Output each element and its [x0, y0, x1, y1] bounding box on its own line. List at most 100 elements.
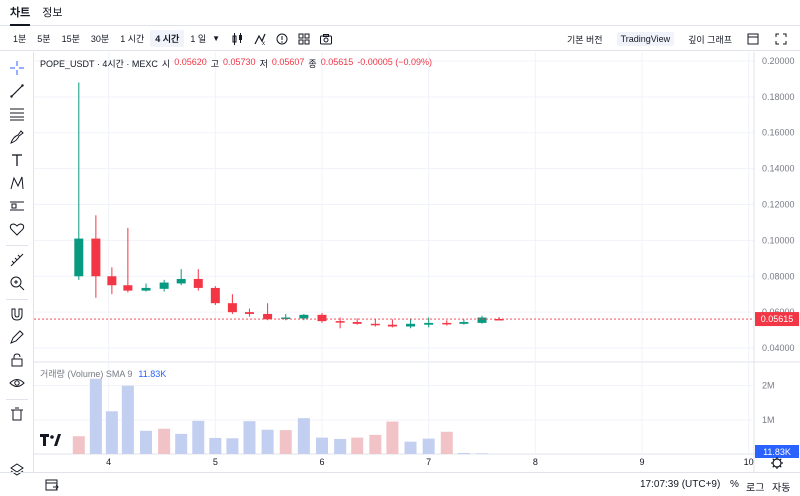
- view-depth[interactable]: 깊이 그래프: [688, 34, 732, 45]
- candle-body: [193, 278, 203, 288]
- volume-bar: [226, 438, 239, 454]
- tab-chart[interactable]: 차트: [10, 0, 31, 26]
- tab-info[interactable]: 정보: [42, 6, 63, 19]
- time-tick-label: 7: [426, 457, 431, 467]
- timeframe-4h[interactable]: 4 시간: [150, 30, 185, 47]
- zoom-in-icon[interactable]: [7, 273, 27, 293]
- layout-icon[interactable]: [294, 30, 314, 48]
- timeframe-15m[interactable]: 15분: [61, 34, 80, 44]
- eye-icon[interactable]: [7, 373, 27, 393]
- gear-tooth: [772, 458, 775, 461]
- time-tick-label: 4: [106, 457, 111, 467]
- candle-body: [370, 323, 380, 326]
- volume-bar: [243, 421, 256, 454]
- trend-line-icon[interactable]: [7, 81, 27, 101]
- alert-icon[interactable]: [272, 30, 292, 48]
- volume-tick-label: 2M: [762, 381, 775, 391]
- volume-bar: [279, 430, 292, 454]
- candle-body: [159, 282, 169, 289]
- change-value: -0.00005 (−0.09%): [357, 57, 433, 67]
- price-tick-label: 0.18000: [762, 92, 795, 102]
- volume-value: 11.83K: [138, 369, 167, 379]
- indicators-icon[interactable]: x: [250, 30, 270, 48]
- tradingview-logo-icon[interactable]: [40, 432, 62, 448]
- magnet-icon[interactable]: [7, 304, 27, 324]
- auto-toggle[interactable]: 자동: [772, 483, 791, 494]
- volume-bar: [140, 430, 152, 454]
- candle-body: [442, 322, 452, 325]
- brush-icon[interactable]: [7, 127, 27, 147]
- gear-ring: [772, 458, 782, 468]
- price-tick-label: 0.08000: [762, 271, 795, 281]
- candle-body: [227, 303, 237, 313]
- candle-body: [424, 322, 434, 325]
- percent-toggle[interactable]: %: [730, 479, 739, 490]
- timeframe-30m[interactable]: 30분: [90, 34, 110, 44]
- time-tick-label: 5: [213, 457, 218, 467]
- gear-tooth: [772, 465, 775, 468]
- volume-tick-label: 1M: [762, 415, 775, 425]
- expand-icon[interactable]: [770, 30, 792, 48]
- price-chart[interactable]: 0.20000 0.18000 0.16000 0.14000 0.12000 0.100…: [34, 52, 800, 472]
- candle-body: [387, 324, 397, 327]
- volume-bar: [404, 441, 417, 454]
- low-label: 저: [259, 59, 268, 69]
- price-tick-label: 0.20000: [762, 56, 795, 66]
- crosshair-icon[interactable]: [7, 58, 27, 78]
- prediction-icon[interactable]: [7, 196, 27, 216]
- text-tool-icon[interactable]: [7, 150, 27, 170]
- volume-bar: [334, 438, 347, 454]
- price-tick-label: 0.16000: [762, 128, 795, 138]
- svg-text:x: x: [262, 41, 265, 46]
- volume-bar: [158, 428, 171, 454]
- current-price-label-bg: [755, 312, 799, 327]
- time-tick-label: 6: [319, 457, 324, 467]
- candle-body: [176, 278, 186, 284]
- candle-body: [281, 317, 291, 320]
- camera-icon[interactable]: [316, 30, 336, 48]
- timeframe-5m[interactable]: 5분: [37, 34, 51, 44]
- volume-bar: [72, 436, 85, 454]
- ruler-icon[interactable]: [7, 250, 27, 270]
- price-tick-label: 0.12000: [762, 200, 795, 210]
- volume-legend[interactable]: 거래량 (Volume) SMA 9 11.83K: [40, 367, 166, 380]
- candles-icon[interactable]: [228, 30, 248, 48]
- fib-retracement-icon[interactable]: [7, 104, 27, 124]
- high-value: 0.05730: [223, 57, 256, 67]
- candle-body: [244, 312, 254, 314]
- timeframe-1d[interactable]: 1 일: [190, 34, 207, 44]
- timeframe-1m[interactable]: 1분: [13, 34, 27, 44]
- candle-body: [123, 285, 133, 291]
- log-toggle[interactable]: 로그: [746, 483, 765, 494]
- timeframe-dropdown-icon[interactable]: ▼: [212, 34, 221, 43]
- close-value: 0.05615: [320, 57, 354, 67]
- heart-icon[interactable]: [7, 219, 27, 239]
- chart-canvas[interactable]: 0.20000 0.18000 0.16000 0.14000 0.12000 0.100…: [34, 52, 800, 472]
- lock-icon[interactable]: [7, 350, 27, 370]
- view-basic[interactable]: 기본 버전: [566, 34, 603, 45]
- candle-body: [477, 317, 487, 323]
- current-volume-label-bg: [755, 445, 799, 458]
- clock-time[interactable]: 17:07:39 (UTC+9): [640, 479, 721, 490]
- axis-settings-icon[interactable]: [771, 457, 783, 469]
- volume-bar: [105, 411, 118, 454]
- price-tick-label: 0.14000: [762, 164, 795, 174]
- timeframe-1h[interactable]: 1 시간: [120, 34, 145, 44]
- candle-body: [107, 276, 117, 286]
- drawing-toolbar: [0, 52, 34, 472]
- date-range-icon[interactable]: [44, 477, 60, 493]
- fullscreen-layout-icon[interactable]: [742, 30, 764, 48]
- view-tradingview[interactable]: TradingView: [616, 32, 675, 46]
- volume-bar: [261, 429, 274, 454]
- volume-label: 거래량 (Volume) SMA 9: [40, 369, 133, 379]
- ohlc-legend: POPE_USDT · 4시간 · MEXC 시 0.05620 고 0.05730…: [40, 57, 432, 70]
- gear-tooth: [779, 458, 782, 461]
- pattern-icon[interactable]: [7, 173, 27, 193]
- stay-drawing-icon[interactable]: [7, 327, 27, 347]
- price-tick-label: 0.10000: [762, 235, 795, 245]
- trash-icon[interactable]: [7, 404, 27, 424]
- top-tabs: 차트 정보: [0, 0, 800, 26]
- symbol-label[interactable]: POPE_USDT · 4시간 · MEXC: [40, 59, 158, 69]
- candle-body: [91, 238, 101, 277]
- volume-bar: [476, 453, 488, 454]
